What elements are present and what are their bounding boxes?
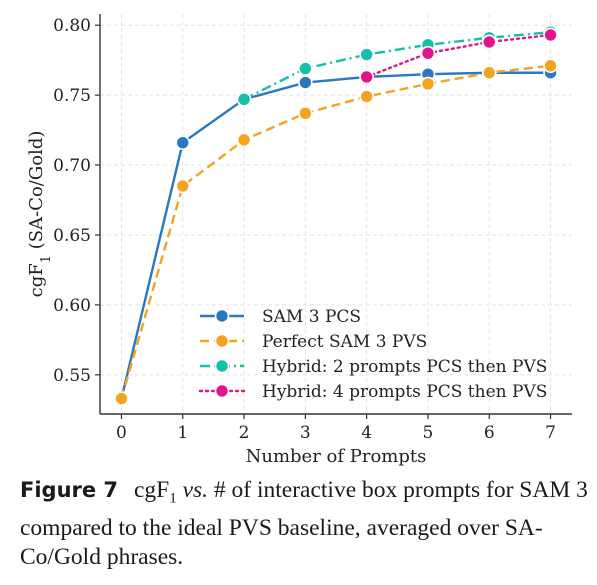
- series-line: [120, 71, 551, 399]
- series-line: [243, 30, 551, 101]
- caption-vs: vs.: [182, 477, 209, 503]
- y-tick-label: 0.65: [53, 226, 91, 246]
- data-point: [114, 391, 129, 406]
- legend-entry: Hybrid: 4 prompts PCS then PVS: [198, 382, 547, 402]
- data-point: [175, 135, 191, 150]
- grid-lines: [100, 14, 572, 414]
- legend-entry: Perfect SAM 3 PVS: [200, 332, 427, 352]
- legend-marker: [214, 333, 230, 349]
- legend-marker: [214, 383, 230, 399]
- caption-metric: cgF1: [133, 477, 177, 507]
- legend-label: Hybrid: 4 prompts PCS then PVS: [262, 382, 547, 402]
- figure-caption: Figure 7 cgF1 vs. # of interactive box p…: [20, 476, 590, 572]
- x-tick-label: 5: [423, 423, 434, 443]
- y-axis-label-group: cgF1 (SA-Co/Gold): [26, 131, 54, 298]
- legend-marker: [214, 308, 230, 324]
- data-point: [298, 75, 313, 90]
- data-point: [420, 45, 436, 61]
- x-tick-label: 4: [361, 423, 372, 443]
- legend-label: SAM 3 PCS: [262, 307, 361, 327]
- x-tick-label: 1: [177, 423, 188, 443]
- series: [114, 24, 558, 406]
- x-tick-label: 7: [545, 423, 556, 443]
- series-hybrid-4-prompts-pcs-then-pvs: [359, 27, 558, 85]
- legend-entry: SAM 3 PCS: [200, 307, 361, 327]
- series-line: [365, 33, 552, 79]
- x-tick-label: 0: [116, 423, 127, 443]
- series-sam-3-pcs: [114, 65, 558, 406]
- y-tick-label: 0.60: [53, 296, 91, 316]
- x-tick-label: 2: [239, 423, 250, 443]
- legend-label: Perfect SAM 3 PVS: [262, 332, 427, 352]
- y-axis-label: cgF1 (SA-Co/Gold): [26, 131, 54, 298]
- data-point: [481, 34, 497, 50]
- y-tick-label: 0.70: [53, 156, 91, 176]
- data-point: [359, 69, 374, 85]
- data-point: [236, 92, 252, 107]
- data-point: [543, 27, 558, 43]
- y-tick-label: 0.80: [53, 16, 91, 36]
- legend-marker: [214, 358, 230, 374]
- x-tick-label: 6: [484, 423, 495, 443]
- data-point: [175, 178, 191, 194]
- legend-entry: Hybrid: 2 prompts PCS then PVS: [200, 357, 547, 377]
- data-point: [359, 89, 374, 104]
- caption-text: # of interactive box prompts for SAM 3 c…: [20, 477, 588, 570]
- data-point: [298, 106, 313, 121]
- y-tick-label: 0.55: [53, 366, 91, 386]
- legend-label: Hybrid: 2 prompts PCS then PVS: [262, 357, 547, 377]
- y-tick-label: 0.75: [53, 86, 91, 106]
- x-tick-label: 3: [300, 423, 311, 443]
- data-point: [359, 47, 374, 62]
- legend: SAM 3 PCS Perfect SAM 3 PVS Hybrid: 2 prom…: [198, 307, 547, 402]
- data-point: [420, 76, 436, 92]
- x-axis-label: Number of Prompts: [246, 446, 427, 467]
- x-ticks: 0 1 2 3 4 5 6 7: [116, 414, 556, 443]
- data-point: [236, 132, 252, 148]
- data-point: [481, 65, 497, 81]
- series-perfect-sam-3-pvs: [114, 58, 558, 406]
- data-point: [298, 61, 313, 76]
- chart: 0 1 2 3 4 5 6 7 0.55 0.60 0.65 0.70 0.75 0.80 Number…: [26, 14, 572, 467]
- y-ticks: 0.55 0.60 0.65 0.70 0.75 0.80: [53, 16, 100, 386]
- data-point: [543, 58, 558, 74]
- series-line: [120, 64, 551, 399]
- caption-figure-label: Figure 7: [20, 478, 119, 502]
- axes: [99, 14, 572, 415]
